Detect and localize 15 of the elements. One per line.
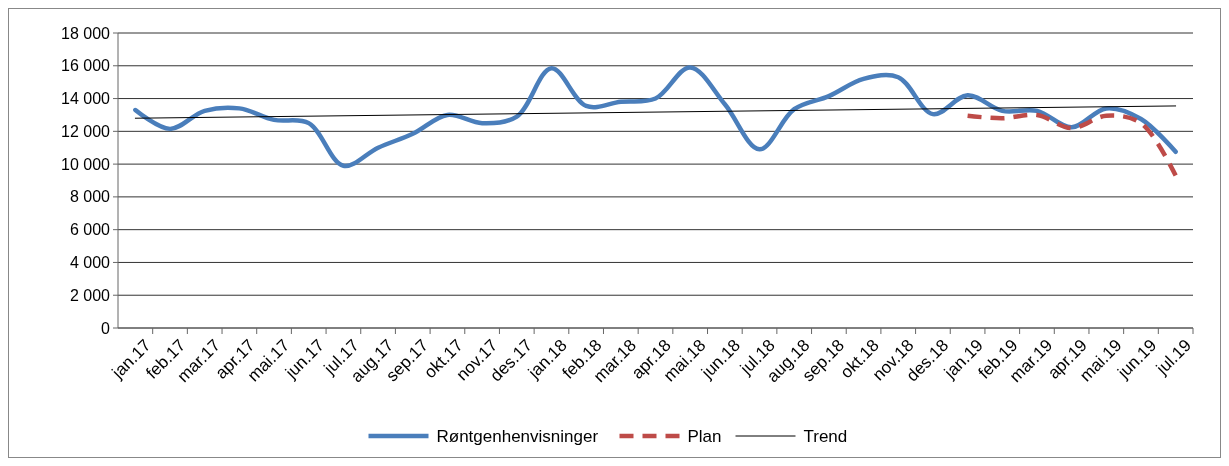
y-tick-label: 4 000 bbox=[69, 254, 111, 272]
legend-label: Røntgenhenvisninger bbox=[436, 426, 599, 446]
y-tick-label: 10 000 bbox=[61, 155, 111, 173]
y-tick-label: 8 000 bbox=[69, 188, 111, 206]
y-tick-label: 6 000 bbox=[69, 221, 111, 239]
legend-label: Plan bbox=[687, 426, 722, 446]
y-tick-label: 0 bbox=[101, 319, 111, 337]
line-series bbox=[965, 112, 1178, 178]
y-tick-label: 12 000 bbox=[61, 122, 111, 140]
y-tick-label: 18 000 bbox=[61, 24, 111, 42]
y-tick-label: 16 000 bbox=[61, 57, 111, 75]
line-series bbox=[133, 65, 1178, 168]
legend-label: Trend bbox=[803, 426, 848, 446]
y-tick-label: 14 000 bbox=[61, 90, 111, 108]
y-tick-label: 2 000 bbox=[69, 286, 111, 304]
